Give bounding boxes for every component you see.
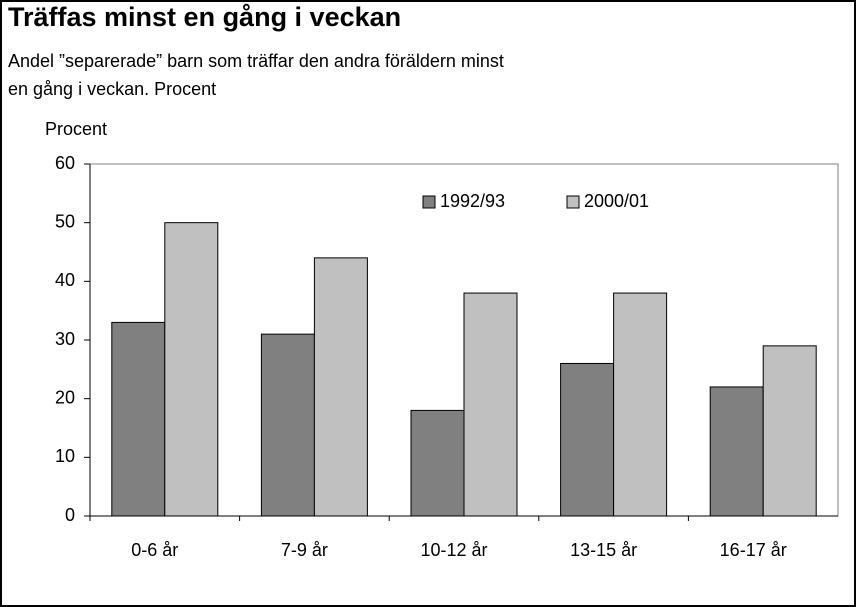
- x-tick-label: 0-6 år: [131, 540, 178, 560]
- bar: [613, 292, 668, 517]
- bar: [762, 345, 817, 517]
- x-tick-label: 16-17 år: [720, 540, 787, 560]
- y-tick-label: 20: [55, 387, 75, 407]
- bar: [410, 409, 465, 517]
- x-tick-label: 10-12 år: [420, 540, 487, 560]
- chart-title: Träffas minst en gång i veckan: [8, 2, 401, 32]
- y-tick-label: 10: [55, 446, 75, 466]
- legend-swatch: [566, 195, 580, 209]
- subtitle: en gång i veckan. Procent: [8, 79, 216, 99]
- y-tick-label: 0: [65, 505, 75, 525]
- legend-swatch: [422, 195, 436, 209]
- y-tick-label: 50: [55, 211, 75, 231]
- x-tick-label: 7-9 år: [281, 540, 328, 560]
- bar: [164, 222, 219, 517]
- bar: [463, 292, 518, 517]
- bar: [313, 257, 368, 517]
- bar: [560, 362, 615, 517]
- x-tick-label: 13-15 år: [570, 540, 637, 560]
- y-tick-label: 40: [55, 270, 75, 290]
- subtitle: Andel ”separerade” barn som träffar den …: [8, 51, 504, 71]
- y-tick-label: 60: [55, 153, 75, 173]
- y-axis-label: Procent: [45, 119, 107, 139]
- bar: [709, 386, 764, 517]
- y-tick-label: 30: [55, 329, 75, 349]
- legend-label: 2000/01: [584, 191, 649, 211]
- legend-label: 1992/93: [440, 191, 505, 211]
- bar: [260, 333, 315, 517]
- bar: [111, 321, 166, 517]
